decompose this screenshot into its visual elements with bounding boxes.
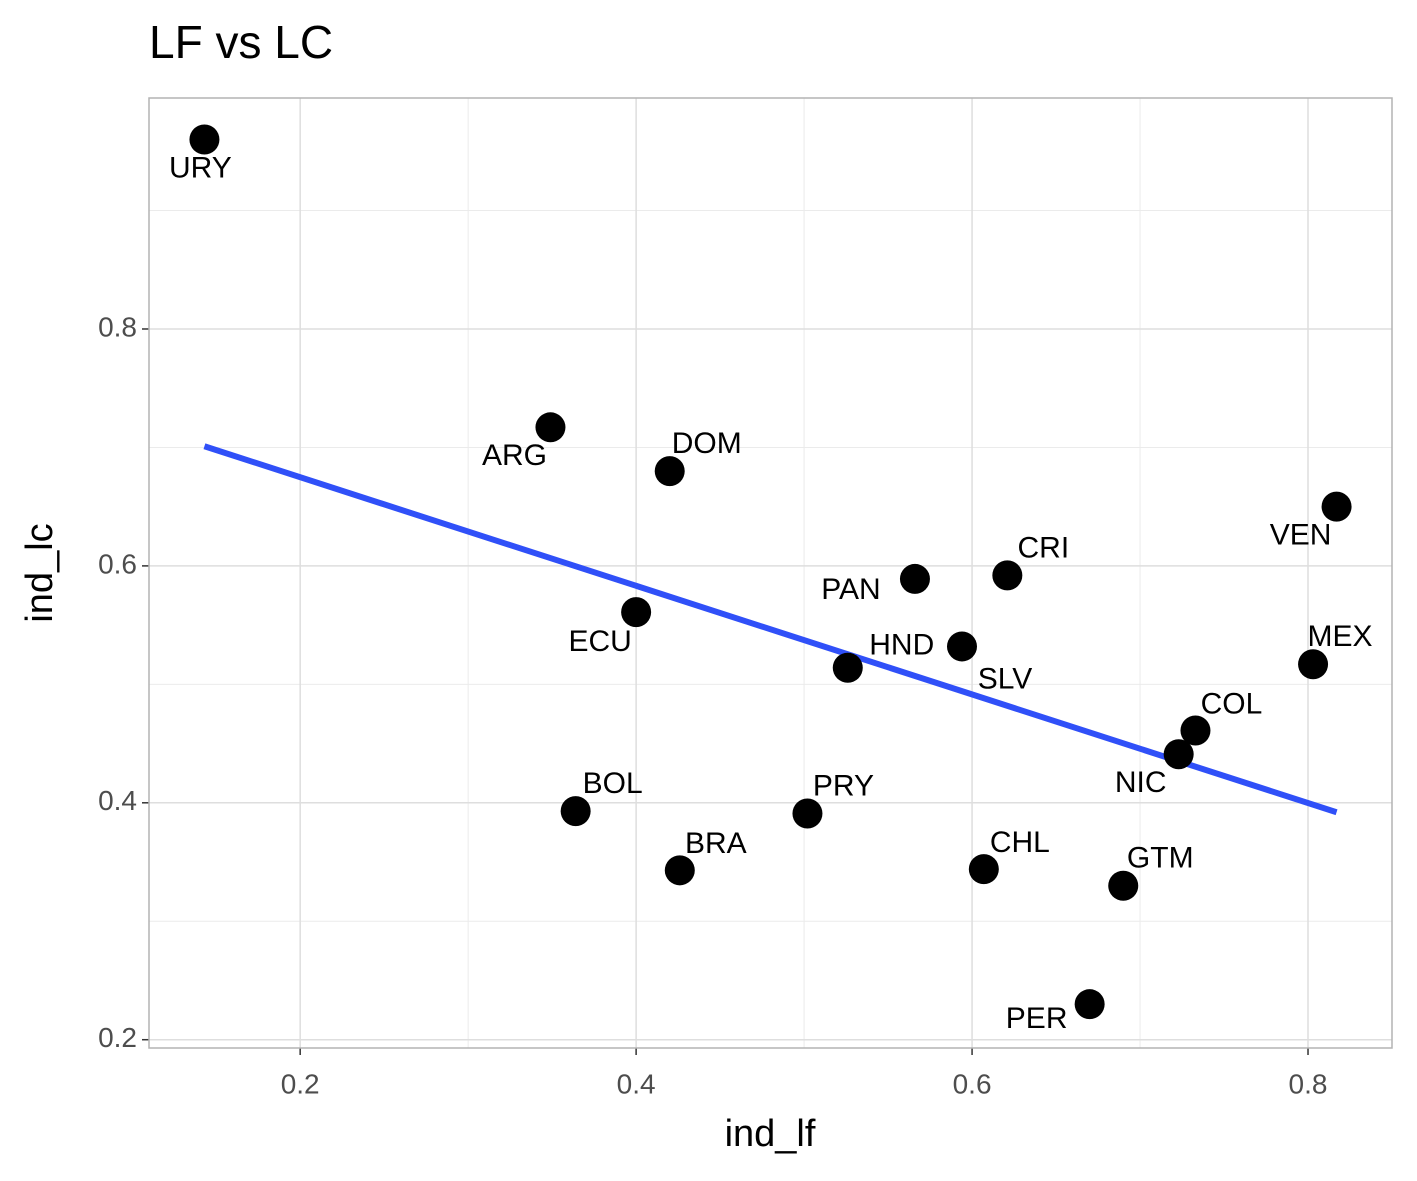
point-label: NIC <box>1115 766 1167 799</box>
point-label: COL <box>1201 687 1263 720</box>
point <box>1163 739 1194 770</box>
point <box>946 631 977 662</box>
point-label: CHL <box>990 826 1050 859</box>
point-label: BOL <box>583 767 643 800</box>
point-label: HND <box>869 629 934 662</box>
point <box>1321 491 1352 522</box>
point <box>621 597 652 628</box>
point <box>1074 989 1105 1020</box>
y-tick-label: 0.8 <box>98 311 137 342</box>
point <box>654 456 685 487</box>
point-label: PRY <box>813 769 874 802</box>
point <box>664 855 695 886</box>
chart-title: LF vs LC <box>149 16 333 68</box>
point <box>1180 715 1211 746</box>
point-label: VEN <box>1270 519 1332 552</box>
y-tick-label: 0.6 <box>98 548 137 579</box>
point-label: ARG <box>482 439 547 472</box>
point-label: ECU <box>568 625 631 658</box>
x-tick-label: 0.8 <box>1289 1068 1328 1099</box>
x-tick-label: 0.4 <box>617 1068 656 1099</box>
point <box>992 560 1023 591</box>
point-label: MEX <box>1308 620 1373 653</box>
x-tick-label: 0.2 <box>281 1068 320 1099</box>
panel-border <box>148 97 1393 1049</box>
y-tick-label: 0.4 <box>98 785 137 816</box>
point <box>189 124 220 155</box>
point <box>560 796 591 827</box>
point <box>1298 649 1329 680</box>
point-label: DOM <box>672 427 742 460</box>
point-label: PER <box>1006 1002 1068 1035</box>
trend-line <box>203 443 1338 816</box>
y-axis-title: ind_lc <box>19 523 61 622</box>
point <box>832 652 863 683</box>
y-tick-label: 0.2 <box>98 1022 137 1053</box>
point-label: CRI <box>1018 531 1070 564</box>
x-tick-label: 0.6 <box>953 1068 992 1099</box>
point-label: SLV <box>978 662 1032 695</box>
point <box>968 854 999 885</box>
point-label: PAN <box>821 573 880 606</box>
x-axis-title: ind_lf <box>725 1113 816 1155</box>
point-label: URY <box>169 151 232 184</box>
point <box>899 563 930 594</box>
point <box>535 412 566 443</box>
point <box>792 798 823 829</box>
point-label: GTM <box>1127 842 1194 875</box>
point <box>1108 870 1139 901</box>
point-label: BRA <box>685 827 747 860</box>
